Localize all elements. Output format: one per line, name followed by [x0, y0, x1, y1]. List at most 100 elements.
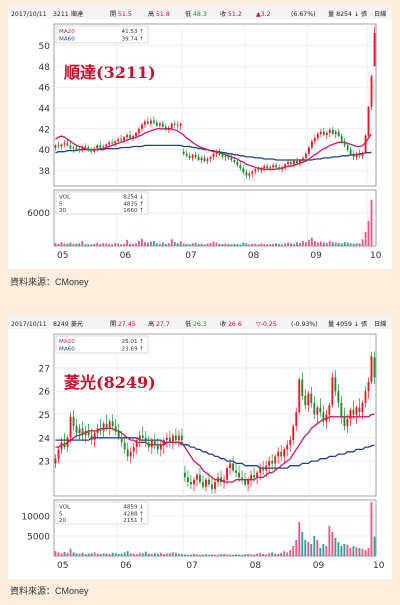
- volume-bar: [235, 554, 237, 556]
- volume-legend-label: 20: [59, 208, 67, 214]
- header-high-label: 高: [148, 10, 154, 18]
- data-source-label: 資料來源：CMoney: [10, 277, 89, 287]
- volume-bar: [209, 243, 212, 246]
- volume-bar: [161, 242, 164, 246]
- candle-body: [248, 173, 251, 176]
- price-pane-frame: [53, 23, 377, 187]
- candle-body: [167, 127, 170, 130]
- volume-bar: [194, 242, 197, 246]
- candle-body: [60, 144, 63, 147]
- candle-body: [295, 412, 298, 427]
- candle-body: [349, 409, 352, 420]
- candle-body: [340, 136, 343, 142]
- header-period: 日線: [374, 320, 386, 328]
- volume-bar: [266, 244, 269, 246]
- candle-body: [346, 145, 349, 150]
- volume-bar: [346, 544, 349, 556]
- candle-body: [182, 151, 185, 154]
- volume-bar: [111, 552, 114, 556]
- volume-bar: [349, 548, 352, 556]
- candle-body: [75, 147, 78, 150]
- candle-body: [364, 391, 367, 403]
- candle-body: [212, 153, 215, 157]
- candle-body: [176, 124, 179, 126]
- volume-bar: [331, 242, 334, 246]
- volume-bar: [325, 546, 328, 556]
- candle-body: [287, 162, 289, 165]
- candle-body: [250, 475, 253, 480]
- volume-bar: [173, 242, 176, 246]
- volume-bar: [170, 239, 173, 246]
- volume-bar: [135, 243, 137, 246]
- volume-bar: [259, 552, 262, 556]
- volume-bar: [307, 239, 310, 246]
- volume-bar: [66, 552, 69, 556]
- candle-body: [284, 164, 286, 168]
- volume-bar: [205, 554, 207, 556]
- volume-legend-label: 5: [59, 201, 63, 207]
- volume-bar: [310, 237, 313, 246]
- candle-body: [96, 145, 99, 149]
- volume-bar: [135, 554, 138, 556]
- price-tick-label: 46: [39, 84, 51, 94]
- volume-bar: [277, 554, 280, 556]
- volume-bar: [337, 243, 340, 246]
- candle-body: [370, 356, 373, 382]
- volume-bar: [84, 244, 87, 246]
- candle-body: [200, 157, 203, 160]
- volume-bar: [57, 552, 60, 556]
- ma20-line: [55, 128, 373, 171]
- ma-legend-label: MA60: [59, 347, 75, 353]
- ma-legend-value: 23.69 ↑: [122, 346, 144, 353]
- volume-bar: [284, 243, 286, 246]
- volume-bar: [102, 553, 105, 556]
- candle-body: [126, 449, 129, 457]
- volume-bar: [322, 544, 325, 556]
- candle-body: [96, 428, 99, 434]
- header-open-value: 51.5: [118, 11, 132, 18]
- candle-body: [239, 165, 242, 169]
- volume-bar: [302, 240, 304, 246]
- volume-bar: [220, 554, 222, 556]
- volume-bar: [275, 243, 278, 246]
- candle-body: [281, 167, 284, 170]
- header-close-value: 51.2: [228, 11, 242, 18]
- x-tick-label: 09: [310, 251, 322, 261]
- header-high-label: 高: [148, 320, 154, 328]
- candle-body: [117, 430, 120, 438]
- candle-body: [90, 435, 93, 441]
- volume-bar: [197, 244, 200, 246]
- x-tick-label: 05: [57, 251, 68, 261]
- candle-body: [373, 33, 376, 67]
- candle-body: [132, 447, 135, 452]
- candle-body: [196, 475, 198, 480]
- candle-body: [340, 402, 343, 417]
- data-source-label: 資料來源：CMoney: [10, 586, 89, 596]
- candle-body: [325, 414, 328, 422]
- candle-body: [174, 435, 177, 441]
- stock-title: 菱光(8249): [64, 373, 156, 392]
- volume-bar: [78, 243, 81, 246]
- candle-body: [263, 166, 266, 169]
- candle-body: [298, 379, 301, 413]
- volume-bar: [186, 554, 189, 556]
- stock-chart-3211: 2017/10/11 3211 順達 開 51.5 高 51.8 低 48.3 收 51.2 ▲3.…: [8, 6, 392, 269]
- candle-body: [271, 461, 274, 464]
- candle-body: [313, 138, 316, 142]
- volume-bar: [196, 554, 198, 556]
- volume-bar: [165, 553, 168, 556]
- volume-bar: [111, 244, 114, 246]
- volume-bar: [90, 244, 93, 246]
- price-tick-label: 24: [39, 434, 51, 444]
- volume-bar: [180, 554, 183, 556]
- candle-body: [322, 131, 325, 136]
- volume-bar: [199, 554, 201, 556]
- candle-body: [102, 423, 105, 431]
- volume-bar: [248, 244, 251, 246]
- volume-bar: [188, 244, 191, 246]
- volume-bar: [244, 554, 247, 556]
- candle-body: [361, 402, 364, 413]
- candle-body: [257, 169, 260, 171]
- volume-bar: [114, 243, 117, 246]
- volume-bar: [176, 243, 179, 246]
